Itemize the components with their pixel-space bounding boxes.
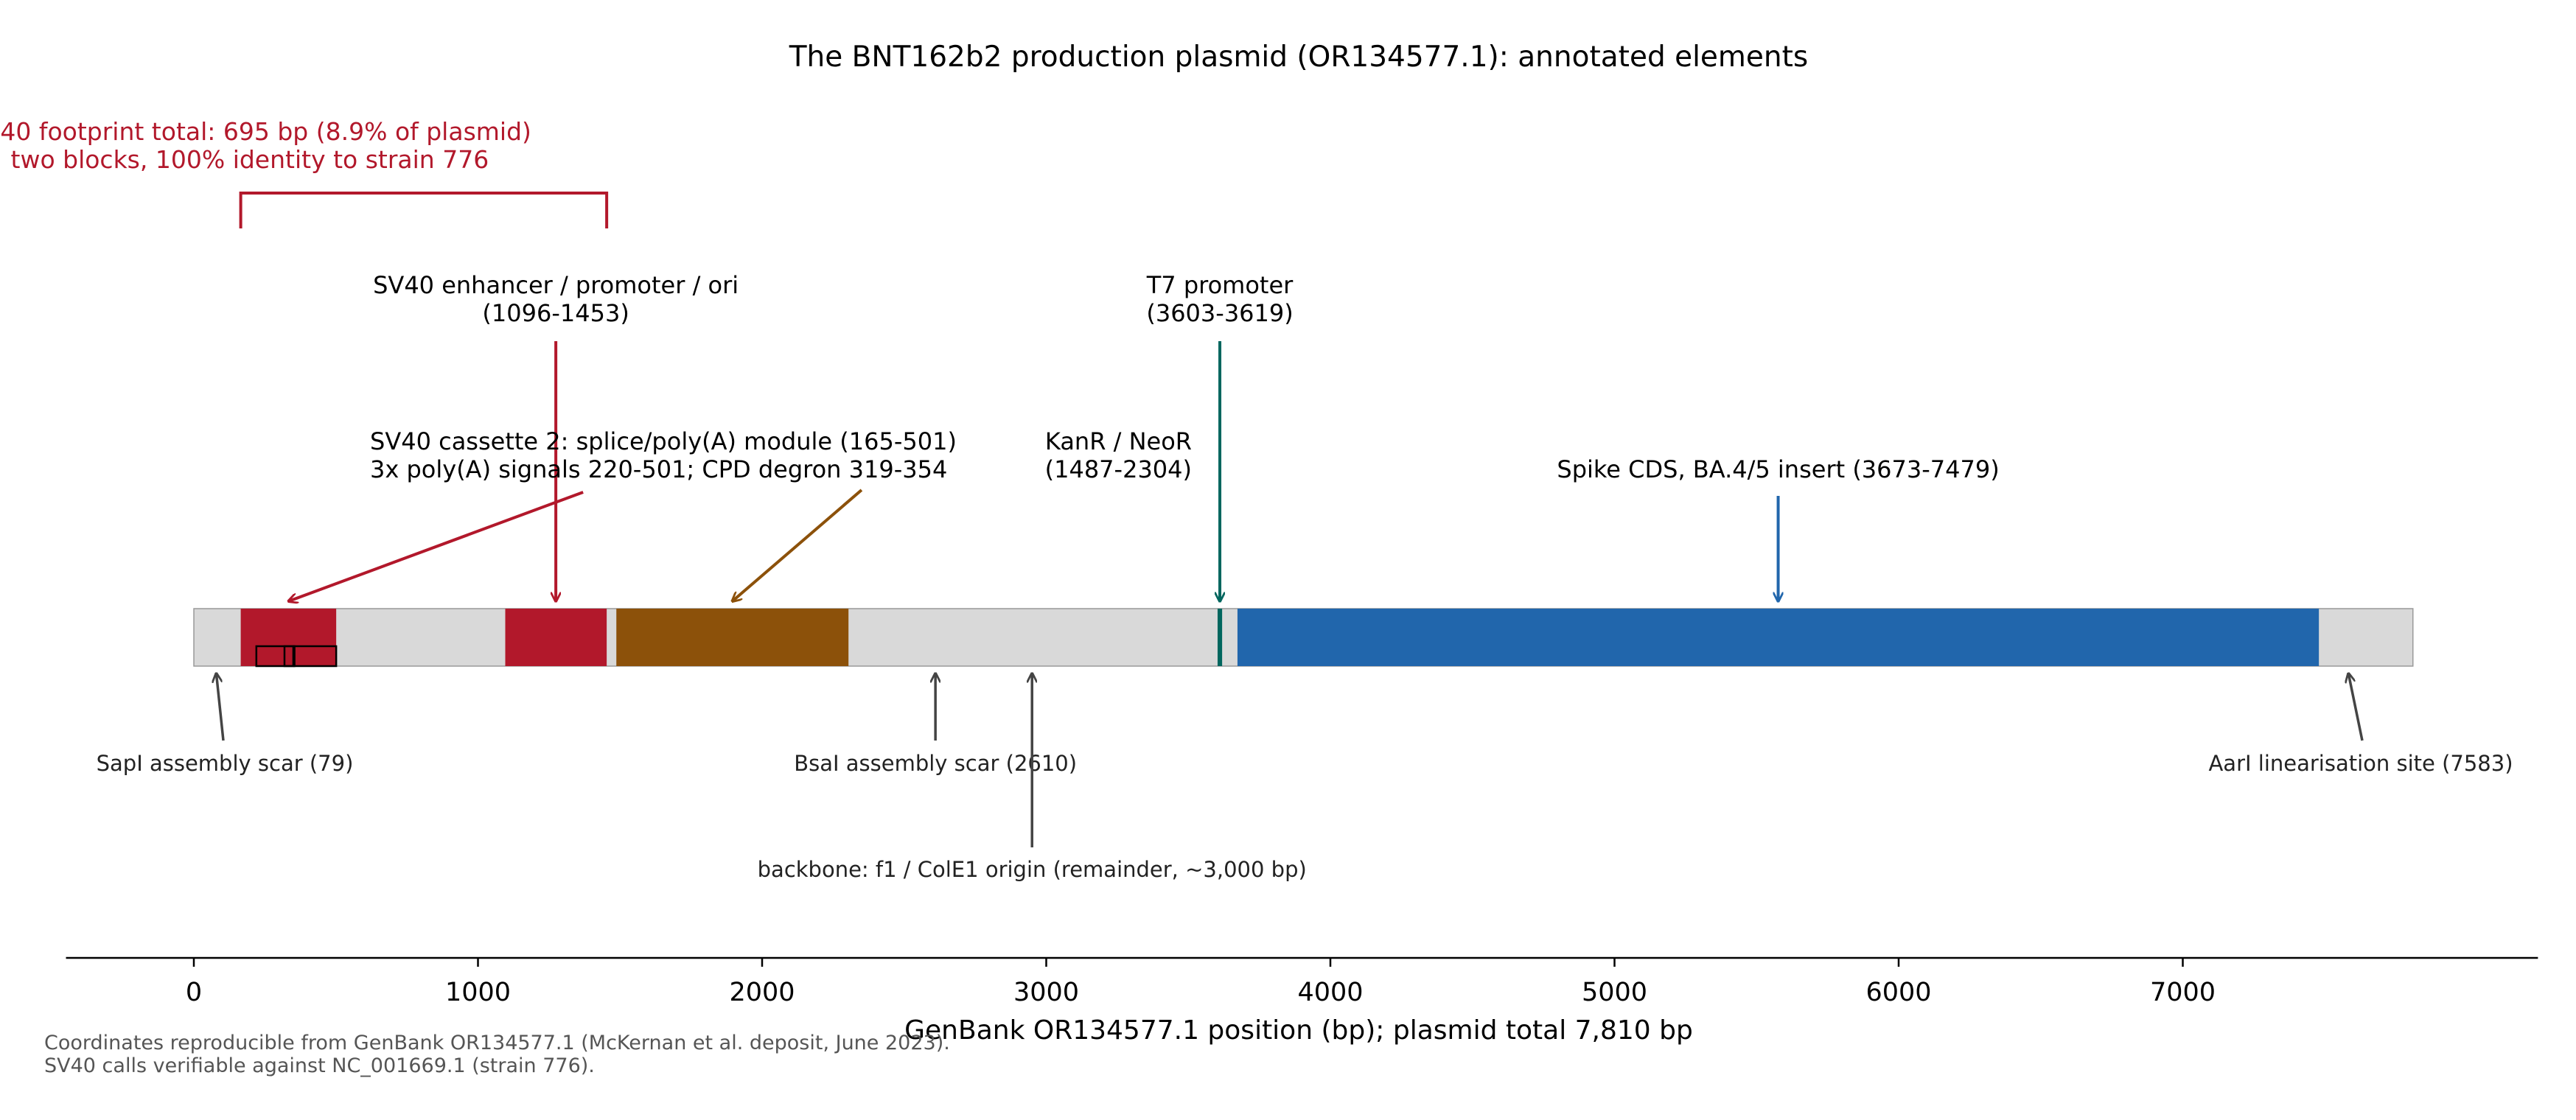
arrow-sv40-cassette-2 bbox=[288, 491, 584, 601]
feature-annotations: SV40 enhancer / promoter / ori (1096-1453… bbox=[288, 271, 2000, 601]
x-tick-label: 0 bbox=[186, 978, 202, 1007]
label-t7-promoter-line: T7 promoter bbox=[1146, 271, 1294, 299]
bracket-label-line: SV40 footprint total: 695 bp (8.9% of pl… bbox=[0, 117, 531, 146]
label-kanr-line: KanR / NeoR bbox=[1045, 427, 1192, 455]
segment-spike-cds bbox=[1237, 609, 2320, 666]
bracket-label-line: two blocks, 100% identity to strain 776 bbox=[11, 145, 489, 174]
x-tick-label: 6000 bbox=[1865, 978, 1931, 1007]
label-sv40-cassette-2-line: 3x poly(A) signals 220-501; CPD degron 3… bbox=[370, 455, 947, 483]
label-t7-promoter: T7 promoter (3603-3619) bbox=[1146, 271, 1294, 327]
x-tick-label: 2000 bbox=[729, 978, 795, 1007]
x-tick-label: 4000 bbox=[1297, 978, 1363, 1007]
label-spike-cds: Spike CDS, BA.4/5 insert (3673-7479) bbox=[1557, 455, 1999, 483]
bracket-label: SV40 footprint total: 695 bp (8.9% of pl… bbox=[0, 117, 531, 174]
segment-t7-promoter bbox=[1217, 609, 1223, 666]
segment-sv40-cassette-2 bbox=[240, 609, 337, 666]
label-kanr: KanR / NeoR (1487-2304) bbox=[1045, 427, 1192, 483]
segment-sv40-enhancer bbox=[505, 609, 607, 666]
bracket-line bbox=[239, 192, 609, 228]
label-aari: AarI linearisation site (7583) bbox=[2208, 751, 2513, 776]
x-tick-label: 3000 bbox=[1013, 978, 1079, 1007]
label-kanr-line: (1487-2304) bbox=[1045, 455, 1192, 483]
arrow-kanr bbox=[733, 489, 863, 601]
x-axis: 0 1000 2000 3000 4000 5000 6000 7000 bbox=[66, 956, 2538, 1007]
arrow-aari bbox=[2348, 673, 2364, 741]
label-sv40-enhancer: SV40 enhancer / promoter / ori (1096-1453… bbox=[373, 271, 739, 327]
label-sv40-enhancer-line: SV40 enhancer / promoter / ori bbox=[373, 271, 739, 299]
label-t7-promoter-line: (3603-3619) bbox=[1146, 299, 1293, 327]
polya-signal-box-3 bbox=[293, 645, 338, 668]
chart-title: The BNT162b2 production plasmid (OR13457… bbox=[789, 41, 1809, 74]
polya-signal-box-1 bbox=[255, 645, 295, 668]
x-axis-label: GenBank OR134577.1 position (bp); plasmi… bbox=[904, 1015, 1693, 1046]
sv40-footprint-bracket: SV40 footprint total: 695 bp (8.9% of pl… bbox=[0, 117, 609, 228]
label-spike-cds-line: Spike CDS, BA.4/5 insert (3673-7479) bbox=[1557, 455, 1999, 483]
arrow-sapi bbox=[216, 673, 225, 741]
x-tick-label: 1000 bbox=[445, 978, 511, 1007]
label-sv40-enhancer-line: (1096-1453) bbox=[482, 299, 629, 327]
label-sv40-cassette-2-line: SV40 cassette 2: splice/poly(A) module (… bbox=[370, 427, 957, 455]
label-sapi: SapI assembly scar (79) bbox=[97, 751, 354, 776]
x-tick-label: 7000 bbox=[2150, 978, 2216, 1007]
label-bsai: BsaI assembly scar (2610) bbox=[794, 751, 1077, 776]
label-backbone: backbone: f1 / ColE1 origin (remainder, … bbox=[758, 857, 1307, 882]
footnote-line-2: SV40 calls verifiable against NC_001669.… bbox=[44, 1054, 595, 1077]
x-tick-label: 5000 bbox=[1582, 978, 1647, 1007]
site-annotations: SapI assembly scar (79) BsaI assembly sca… bbox=[97, 673, 2513, 882]
label-sv40-cassette-2: SV40 cassette 2: splice/poly(A) module (… bbox=[370, 427, 957, 483]
plasmid-bar bbox=[193, 608, 2414, 668]
segment-kanr bbox=[616, 609, 849, 666]
footnote-line-1: Coordinates reproducible from GenBank OR… bbox=[44, 1032, 950, 1054]
